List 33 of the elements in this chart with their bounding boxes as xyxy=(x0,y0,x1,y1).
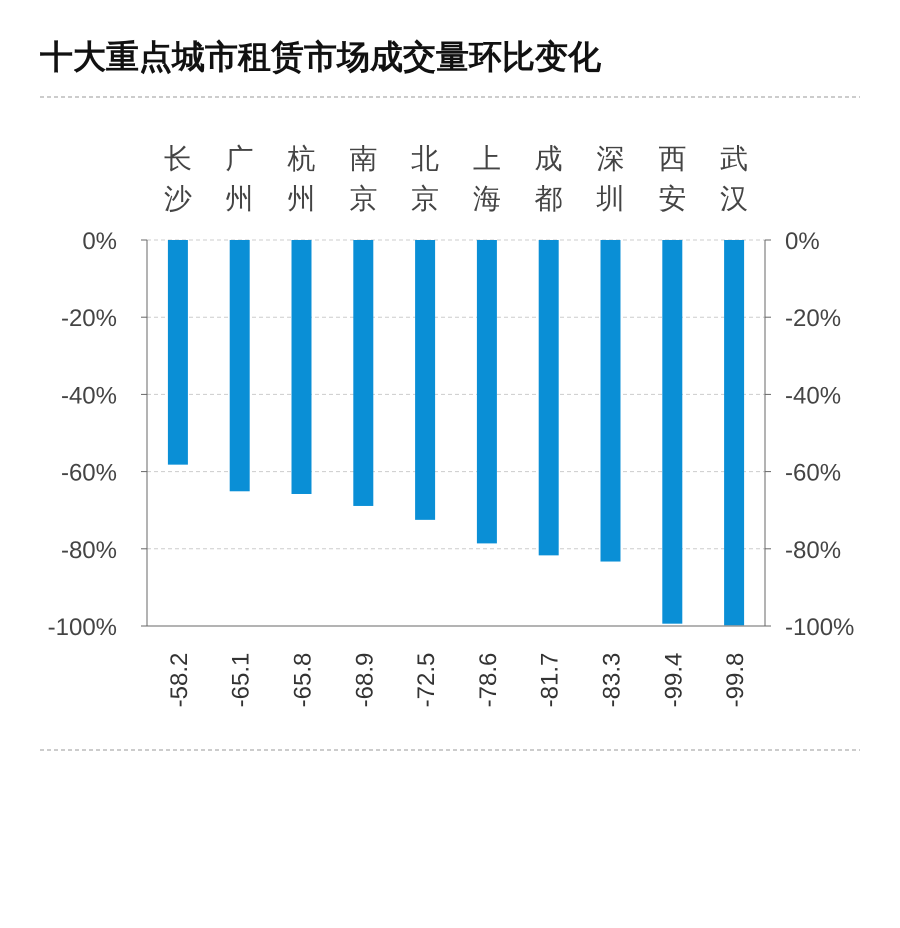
x-tick-label: 深圳 xyxy=(596,143,624,214)
data-label: -83.3 xyxy=(598,652,626,708)
x-tick-label: 上海 xyxy=(472,143,501,214)
y-tick-label: -20% xyxy=(60,305,117,332)
data-label: -81.7 xyxy=(536,652,564,708)
y-tick-label: -40% xyxy=(60,382,117,410)
y2-tick-label: -60% xyxy=(785,460,842,487)
x-tick-label: 长沙 xyxy=(164,143,192,214)
x-tick-label: 广州 xyxy=(226,143,254,214)
data-label: -65.1 xyxy=(228,652,255,708)
y2-tick-label: -20% xyxy=(785,305,842,332)
x-tick-label: 武汉 xyxy=(720,143,748,214)
data-label: -68.9 xyxy=(351,652,378,708)
y2-tick-label: 0% xyxy=(785,228,820,255)
x-tick-label: 南京 xyxy=(349,143,378,214)
data-label: -78.6 xyxy=(474,652,502,708)
y-tick-label: 0% xyxy=(82,228,117,255)
y2-tick-label: -40% xyxy=(785,382,842,410)
data-label: -99.4 xyxy=(660,652,688,708)
x-tick-label: 杭州 xyxy=(286,143,316,214)
y-tick-label: -60% xyxy=(60,460,117,487)
y2-tick-label: -80% xyxy=(785,536,842,564)
x-tick-label: 西安 xyxy=(658,143,686,214)
x-tick-label: 北京 xyxy=(411,143,440,214)
data-label: -72.5 xyxy=(413,652,440,708)
data-label: -65.8 xyxy=(290,652,316,708)
data-label: -99.8 xyxy=(722,652,750,708)
x-tick-label: 成都 xyxy=(534,143,563,214)
y2-tick-label: -100% xyxy=(785,614,854,641)
chart-title: 十大重点城市租赁市场成交量环比变化 xyxy=(39,38,602,75)
y-tick-label: -80% xyxy=(60,536,117,564)
data-label: -58.2 xyxy=(166,652,193,708)
y-tick-label: -100% xyxy=(48,614,117,641)
